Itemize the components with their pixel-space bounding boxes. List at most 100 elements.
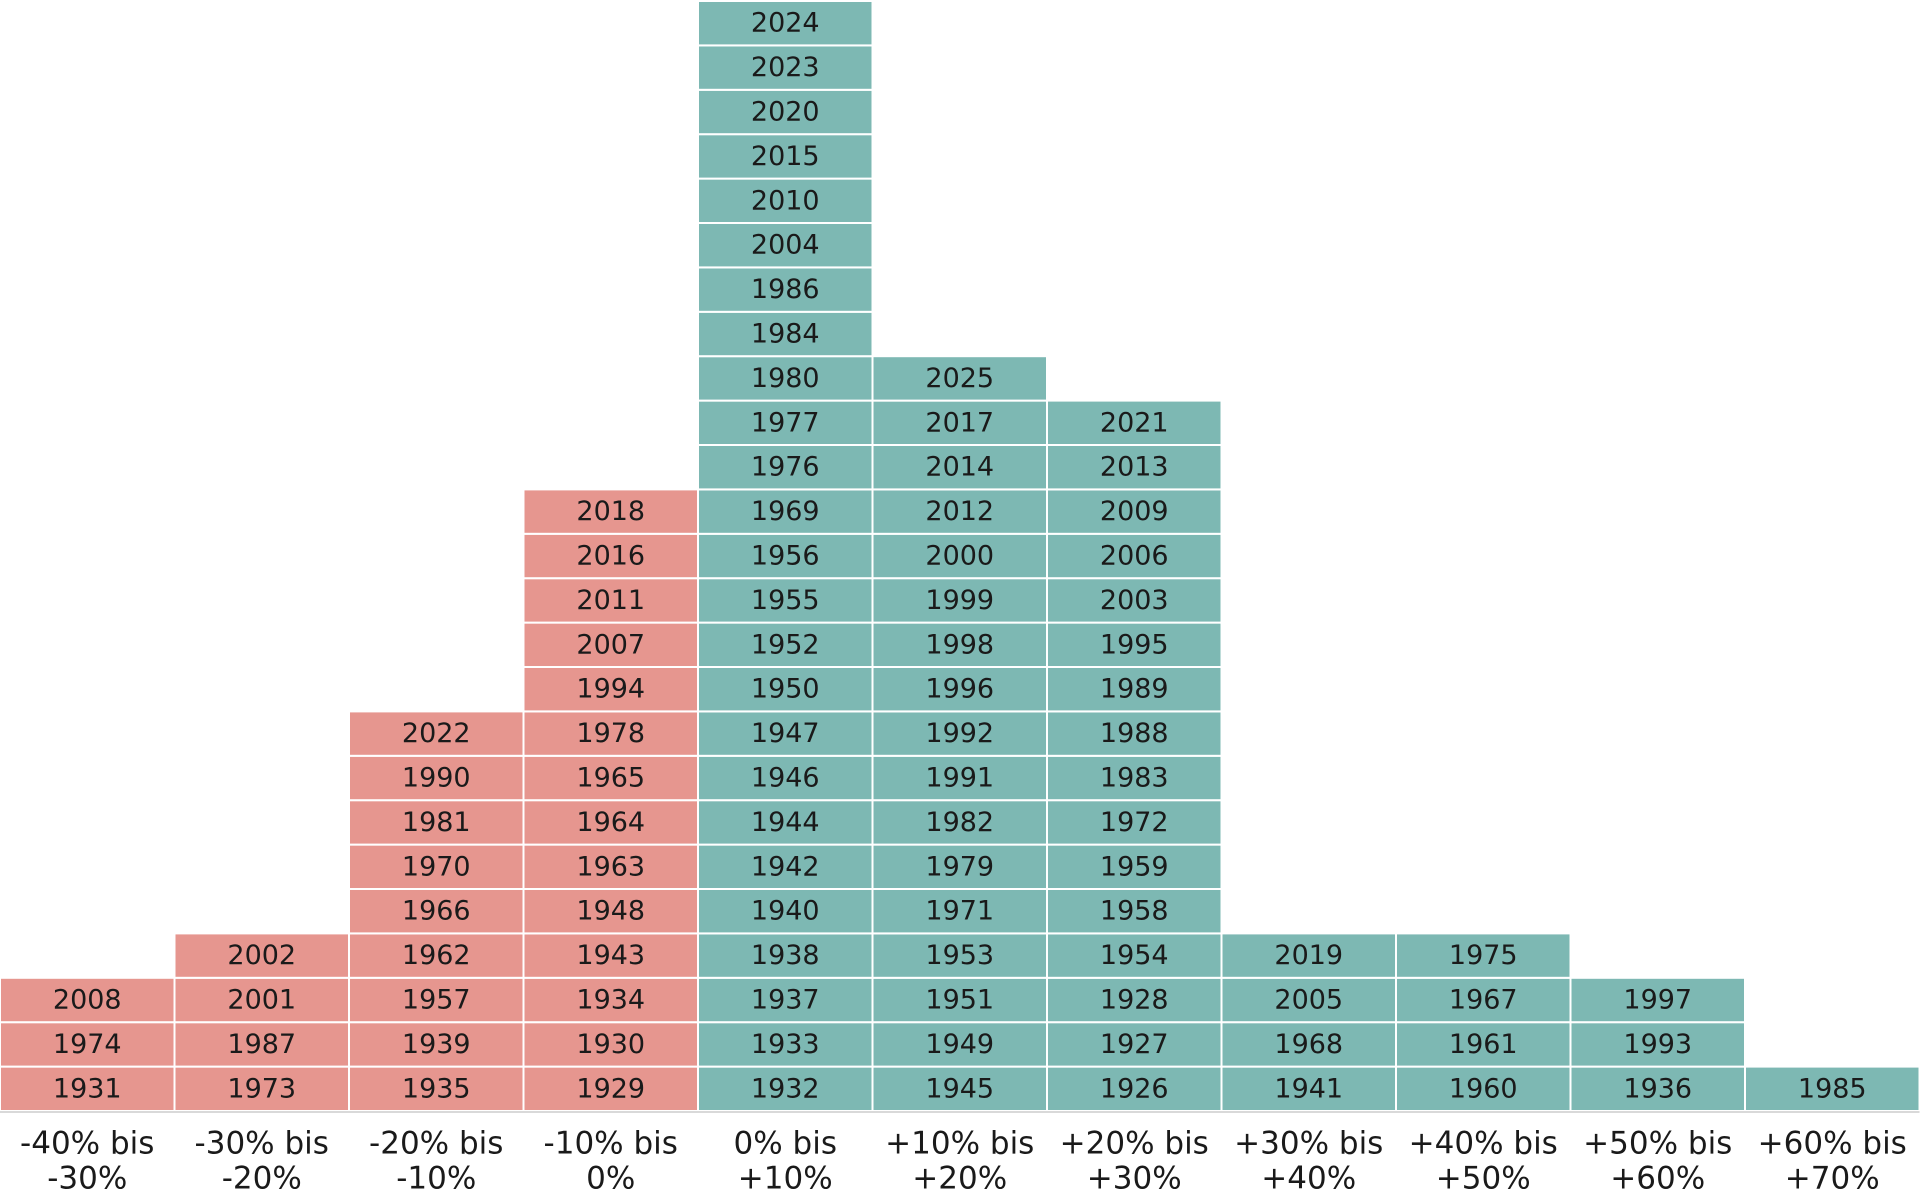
year-cell-label: 1963: [576, 851, 645, 882]
year-cell-label: 2010: [751, 185, 820, 216]
year-cell-label: 1926: [1100, 1073, 1169, 1104]
year-cell-bar: [1046, 444, 1223, 491]
x-tick-label-line1: +50% bis: [1583, 1126, 1732, 1162]
year-cell: 1975: [1395, 932, 1572, 979]
year-cell-label: 2001: [227, 985, 296, 1016]
year-cell: 1987: [173, 1021, 350, 1068]
year-cell-label: 1983: [1100, 763, 1169, 794]
year-cell-bar: [522, 888, 699, 935]
year-cell: 1942: [697, 843, 874, 890]
year-cell-label: 1969: [751, 496, 820, 527]
year-cell-label: 1977: [751, 407, 820, 438]
year-cell: 1933: [697, 1021, 874, 1068]
year-cell-label: 1934: [576, 985, 645, 1016]
year-cell: 1928: [1046, 976, 1223, 1024]
year-cell: 2001: [173, 976, 350, 1024]
year-cell: 1951: [871, 976, 1048, 1024]
year-cell: 1941: [1220, 1065, 1397, 1112]
year-cell: 1982: [871, 799, 1048, 846]
year-cell: 1940: [697, 888, 874, 935]
year-cell-label: 1944: [751, 807, 820, 838]
year-cell-bar: [1046, 710, 1223, 757]
year-cell-label: 2022: [402, 718, 471, 749]
year-cell-bar: [697, 710, 874, 757]
year-cell-bar: [871, 888, 1048, 935]
year-cell-label: 1935: [402, 1073, 471, 1104]
year-cell-label: 2014: [925, 452, 994, 483]
year-cell: 1984: [697, 310, 874, 358]
year-cell: 1932: [697, 1065, 874, 1112]
year-cell: 1943: [522, 932, 699, 979]
year-cell: 2010: [697, 177, 874, 225]
year-cell-label: 1975: [1449, 940, 1518, 971]
year-cell: 2023: [697, 44, 874, 91]
year-cell: 1929: [522, 1065, 699, 1112]
x-tick-label-line2: -10%: [396, 1161, 476, 1197]
histogram-cells: 1931 1974 2008 1973 1987 2001 2002 1935 1939 1957…: [0, 0, 1920, 1112]
year-cell-label: 1996: [925, 674, 994, 705]
year-cell-label: 1945: [925, 1073, 994, 1104]
year-cell: 2025: [871, 355, 1048, 402]
year-cell: 1937: [697, 976, 874, 1024]
year-cell-label: 2015: [751, 141, 820, 172]
year-cell-bar: [1395, 932, 1572, 979]
year-cell-label: 1974: [53, 1029, 122, 1060]
year-cell: 2004: [697, 222, 874, 269]
year-cell-label: 1941: [1274, 1073, 1343, 1104]
year-cell: 1960: [1395, 1065, 1572, 1112]
year-cell-bar: [697, 222, 874, 269]
year-cell-label: 1956: [751, 541, 820, 572]
year-cell-label: 2018: [576, 496, 645, 527]
year-cell-label: 1982: [925, 807, 994, 838]
year-cell-label: 1939: [402, 1029, 471, 1060]
year-cell-label: 1978: [576, 718, 645, 749]
year-cell-bar: [697, 666, 874, 713]
year-cell-label: 1997: [1623, 985, 1692, 1016]
year-cell: 1957: [348, 976, 525, 1024]
year-cell-bar: [697, 621, 874, 668]
year-cell: 2017: [871, 399, 1048, 447]
year-cell-label: 1979: [925, 851, 994, 882]
year-cell-bar: [522, 532, 699, 580]
year-cell-label: 2000: [925, 541, 994, 572]
year-cell: 1995: [1046, 621, 1223, 668]
year-cell-label: 2024: [751, 8, 820, 39]
year-cell: 1959: [1046, 843, 1223, 890]
year-cell-bar: [697, 177, 874, 225]
year-cell-label: 1970: [402, 851, 471, 882]
year-cell-label: 1927: [1100, 1029, 1169, 1060]
year-cell-label: 1933: [751, 1029, 820, 1060]
year-cell: 1945: [871, 1065, 1048, 1112]
year-cell-bar: [697, 888, 874, 935]
x-axis-labels: -40% bis-30% -30% bis-20% -20% bis-10% -10%…: [20, 1126, 1907, 1197]
year-cell-bar: [697, 532, 874, 580]
year-cell-bar: [1046, 843, 1223, 890]
year-cell-label: 2005: [1274, 985, 1343, 1016]
year-cell-label: 1942: [751, 851, 820, 882]
year-cell-label: 1931: [53, 1073, 122, 1104]
year-cell-label: 1958: [1100, 896, 1169, 927]
year-cell-label: 1985: [1798, 1073, 1867, 1104]
year-cell: 1970: [348, 843, 525, 890]
year-cell: 2014: [871, 444, 1048, 491]
year-cell-bar: [697, 932, 874, 979]
year-cell-bar: [522, 932, 699, 979]
year-cell: 1952: [697, 621, 874, 668]
year-cell: 2011: [522, 577, 699, 624]
year-cell-label: 1980: [751, 363, 820, 394]
year-cell-label: 1973: [227, 1073, 296, 1104]
year-cell-label: 2023: [751, 52, 820, 83]
year-cell-bar: [348, 799, 525, 846]
year-cell-label: 1971: [925, 896, 994, 927]
year-cell: 1927: [1046, 1021, 1223, 1068]
year-cell-bar: [522, 710, 699, 757]
x-tick-label-line2: 0%: [586, 1161, 635, 1197]
year-cell: 1926: [1046, 1065, 1223, 1112]
year-cell-label: 1929: [576, 1073, 645, 1104]
year-cell: 2006: [1046, 532, 1223, 580]
year-cell: 2024: [697, 0, 874, 47]
year-cell-label: 2021: [1100, 407, 1169, 438]
year-cell: 1969: [697, 488, 874, 535]
year-cell-label: 1981: [402, 807, 471, 838]
